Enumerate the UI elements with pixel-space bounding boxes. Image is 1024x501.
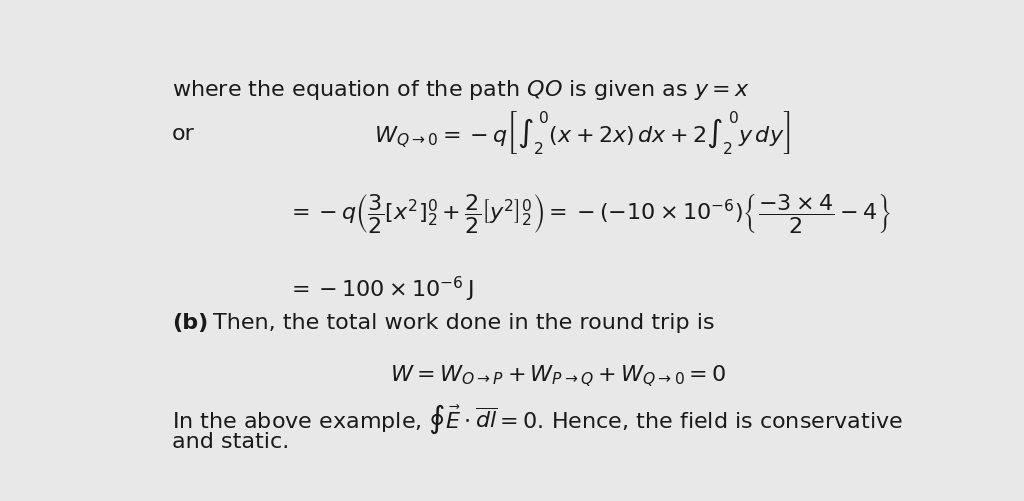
Text: $W = W_{O\rightarrow P} + W_{P\rightarrow Q} + W_{Q\rightarrow 0} = 0$: $W = W_{O\rightarrow P} + W_{P\rightarro… — [390, 363, 726, 388]
Text: $= -q\left(\dfrac{3}{2}\left[x^2\right]_2^0+\dfrac{2}{2}\left[y^2\right]_2^0\rig: $= -q\left(\dfrac{3}{2}\left[x^2\right]_… — [287, 191, 891, 234]
Text: In the above example, $\oint \vec{E}\cdot\overline{dl} = 0$. Hence, the field is: In the above example, $\oint \vec{E}\cdo… — [172, 401, 902, 435]
Text: and static.: and static. — [172, 431, 289, 451]
Text: Then, the total work done in the round trip is: Then, the total work done in the round t… — [213, 313, 715, 333]
Text: where the equation of the path $\mathit{QO}$ is given as $y = x$: where the equation of the path $\mathit{… — [172, 78, 750, 101]
Text: $= -100\times 10^{-6}\,\mathrm{J}$: $= -100\times 10^{-6}\,\mathrm{J}$ — [287, 274, 473, 304]
Text: $W_{Q\rightarrow 0} = -q\left[\int_2^{\,0} (x+2x)\,dx + 2\int_2^{\,0} y\,dy\righ: $W_{Q\rightarrow 0} = -q\left[\int_2^{\,… — [374, 108, 791, 155]
Text: or: or — [172, 124, 195, 144]
Text: (b): (b) — [172, 313, 208, 333]
